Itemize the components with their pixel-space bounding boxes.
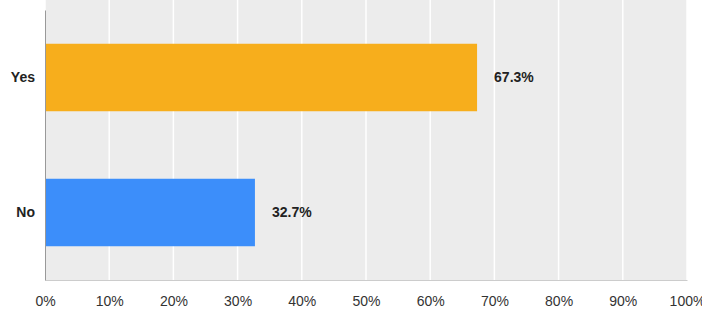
y-tick-label: No bbox=[16, 204, 35, 220]
grid-line bbox=[622, 0, 624, 280]
x-tick-label: 50% bbox=[352, 293, 380, 309]
x-axis-line bbox=[46, 280, 688, 281]
data-label: 32.7% bbox=[272, 204, 312, 220]
y-tick-label: Yes bbox=[11, 69, 35, 85]
grid-line bbox=[301, 0, 303, 280]
x-tick-label: 90% bbox=[609, 293, 637, 309]
x-tick-label: 60% bbox=[417, 293, 445, 309]
x-tick: 100% bbox=[670, 280, 702, 309]
x-tick: 20% bbox=[160, 280, 188, 309]
grid-line bbox=[44, 0, 46, 280]
grid-line bbox=[558, 0, 560, 280]
grid-line bbox=[686, 0, 688, 280]
y-axis-line bbox=[45, 11, 46, 281]
x-axis: 0% 10% 20% 30% 40% 50% 60% 70% 80% 90% 100% bbox=[35, 280, 702, 309]
bar bbox=[45, 44, 477, 112]
y-tick: Yes bbox=[11, 69, 45, 85]
x-tick-label: 100% bbox=[670, 293, 702, 309]
x-tick-label: 80% bbox=[545, 293, 573, 309]
x-tick: 70% bbox=[481, 280, 509, 309]
data-label: 67.3% bbox=[494, 69, 534, 85]
grid-line bbox=[365, 0, 367, 280]
x-tick: 50% bbox=[352, 280, 380, 309]
x-tick: 90% bbox=[609, 280, 637, 309]
grid-line bbox=[494, 0, 496, 280]
x-tick: 30% bbox=[224, 280, 252, 309]
x-tick-label: 20% bbox=[160, 293, 188, 309]
data-labels: 67.3% 32.7% bbox=[272, 69, 534, 220]
x-tick-label: 10% bbox=[96, 293, 124, 309]
y-axis: Yes No bbox=[11, 11, 46, 281]
grid-line bbox=[429, 0, 431, 280]
x-tick: 60% bbox=[417, 280, 445, 309]
x-tick: 40% bbox=[288, 280, 316, 309]
bar bbox=[45, 179, 255, 247]
x-tick-label: 40% bbox=[288, 293, 316, 309]
y-tick: No bbox=[16, 204, 45, 220]
x-tick: 80% bbox=[545, 280, 573, 309]
x-tick-label: 70% bbox=[481, 293, 509, 309]
x-tick: 10% bbox=[96, 280, 124, 309]
x-tick: 0% bbox=[35, 280, 55, 309]
x-tick-label: 0% bbox=[35, 293, 55, 309]
bars bbox=[45, 44, 477, 247]
x-tick-label: 30% bbox=[224, 293, 252, 309]
grid bbox=[45, 0, 687, 280]
plot-background bbox=[45, 0, 687, 280]
chart: 67.3% 32.7% 0% 10% 20% 30% 40% 50% 60% 70% 80% 90% 1… bbox=[0, 0, 702, 328]
